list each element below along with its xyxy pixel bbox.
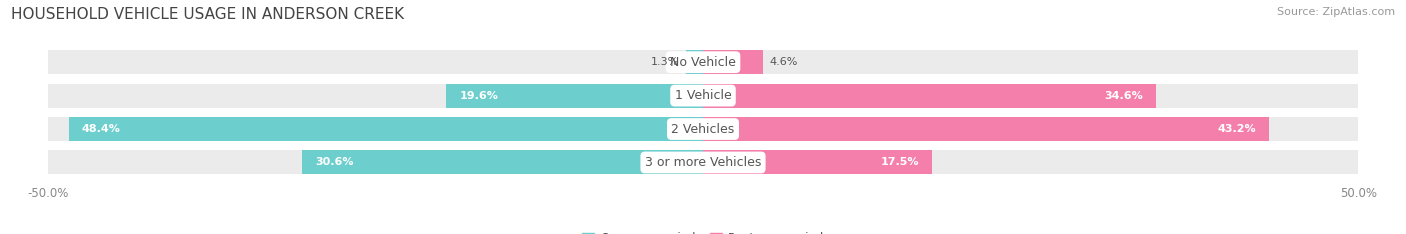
Text: 34.6%: 34.6% (1105, 91, 1143, 101)
Text: 1 Vehicle: 1 Vehicle (675, 89, 731, 102)
Text: No Vehicle: No Vehicle (671, 56, 735, 69)
Bar (703, 50, 1358, 74)
Bar (48, 50, 703, 74)
Text: 30.6%: 30.6% (315, 157, 353, 168)
Text: Source: ZipAtlas.com: Source: ZipAtlas.com (1277, 7, 1395, 17)
Bar (703, 150, 932, 175)
Text: 48.4%: 48.4% (82, 124, 121, 134)
Bar (686, 50, 703, 74)
Text: 43.2%: 43.2% (1218, 124, 1256, 134)
Bar (48, 150, 703, 175)
Bar (69, 117, 703, 141)
Text: 1.3%: 1.3% (651, 57, 679, 67)
Text: 3 or more Vehicles: 3 or more Vehicles (645, 156, 761, 169)
Bar (703, 50, 763, 74)
Legend: Owner-occupied, Renter-occupied: Owner-occupied, Renter-occupied (578, 227, 828, 234)
Bar (703, 117, 1270, 141)
Text: 19.6%: 19.6% (460, 91, 498, 101)
Text: 4.6%: 4.6% (770, 57, 799, 67)
Bar (48, 117, 703, 141)
Bar (703, 84, 1358, 108)
Bar (703, 117, 1358, 141)
Bar (302, 150, 703, 175)
Text: HOUSEHOLD VEHICLE USAGE IN ANDERSON CREEK: HOUSEHOLD VEHICLE USAGE IN ANDERSON CREE… (11, 7, 405, 22)
Bar (703, 84, 1156, 108)
Bar (446, 84, 703, 108)
Text: 2 Vehicles: 2 Vehicles (672, 123, 734, 135)
Bar (48, 84, 703, 108)
Bar (703, 150, 1358, 175)
Text: 17.5%: 17.5% (880, 157, 920, 168)
